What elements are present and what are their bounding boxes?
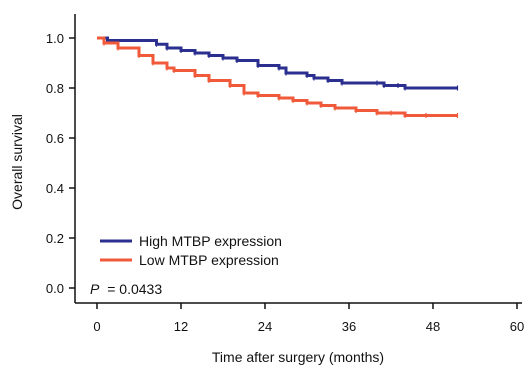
y-tick-label: 0.0 [46,281,64,296]
y-axis-title: Overall survival [9,114,25,210]
series-layer [97,36,459,118]
x-ticks: 0 12 24 36 48 60 [93,303,524,334]
x-tick-label: 48 [426,319,440,334]
x-tick-label: 12 [174,319,188,334]
y-tick-label: 1.0 [46,31,64,46]
p-value-symbol: P [90,281,100,297]
x-tick-label: 24 [258,319,272,334]
legend: High MTBP expression Low MTBP expression [100,233,282,268]
y-tick-label: 0.2 [46,231,64,246]
y-tick-label: 0.4 [46,181,64,196]
x-tick-label: 60 [510,319,524,334]
x-tick-label: 0 [93,319,100,334]
p-value-text: = 0.0433 [107,281,162,297]
legend-label-low: Low MTBP expression [139,252,279,268]
y-tick-label: 0.8 [46,81,64,96]
series-line-high [97,36,458,90]
series-line-low [97,36,458,117]
x-axis-title: Time after surgery (months) [212,349,384,365]
legend-label-high: High MTBP expression [139,233,282,249]
x-tick-label: 36 [342,319,356,334]
p-value-annotation: P = 0.0433 [90,281,162,297]
y-tick-label: 0.6 [46,131,64,146]
y-ticks: 0.0 0.2 0.4 0.6 0.8 1.0 [46,31,75,296]
